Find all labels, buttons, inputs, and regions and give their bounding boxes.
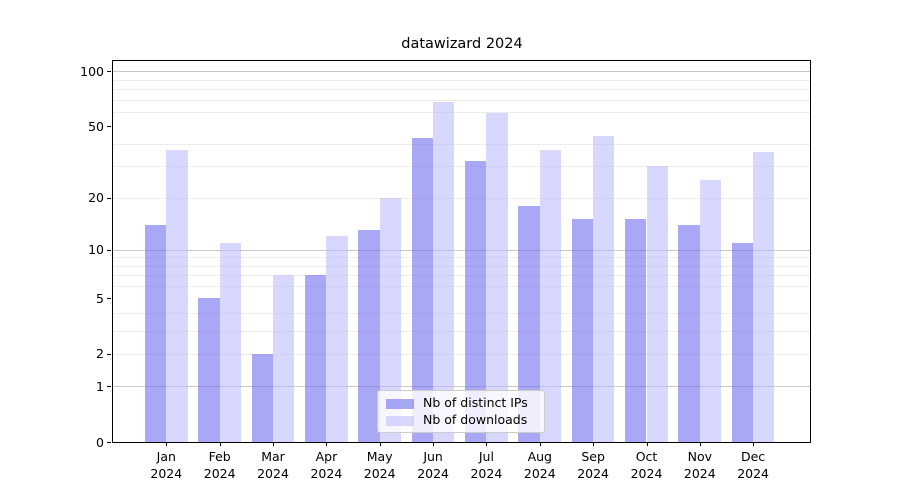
bar-distinct-ips <box>305 275 327 442</box>
x-tick-label: Sep 2024 <box>577 449 609 481</box>
y-tick-label: 10 <box>88 241 104 257</box>
x-tick-label: Aug 2024 <box>523 449 556 481</box>
bar-distinct-ips <box>625 219 647 442</box>
gridline-minor <box>113 79 810 81</box>
legend-entry-distinct-ips: Nb of distinct IPs <box>386 396 536 411</box>
y-tick-mark <box>107 386 111 388</box>
gridline-minor <box>113 143 810 145</box>
gridline-minor <box>113 89 810 91</box>
x-tick-label: Feb 2024 <box>203 449 236 481</box>
gridline-minor <box>113 166 810 168</box>
y-tick-mark <box>107 126 111 128</box>
x-tick-label: Apr 2024 <box>310 449 343 481</box>
y-tick-label: 20 <box>88 189 104 205</box>
y-tick-label: 2 <box>96 346 104 362</box>
y-tick-mark <box>107 249 111 251</box>
x-tick-label: May 2024 <box>363 449 396 481</box>
bar-downloads <box>273 275 295 442</box>
bar-downloads <box>593 136 615 442</box>
gridline-minor <box>113 285 810 287</box>
bar-downloads <box>379 197 402 442</box>
x-tick-mark <box>486 442 488 446</box>
bar-distinct-ips <box>465 161 487 442</box>
y-tick-mark <box>107 298 111 300</box>
y-tick-mark <box>107 442 111 443</box>
bar-downloads <box>699 180 722 442</box>
bar-distinct-ips <box>731 242 754 442</box>
bar-distinct-ips <box>198 298 220 442</box>
gridline-minor <box>113 330 810 332</box>
bar-distinct-ips <box>144 224 167 442</box>
x-tick-label: Jun 2024 <box>417 449 449 481</box>
gridline-major <box>113 71 810 73</box>
gridline-minor <box>113 312 810 314</box>
legend-swatch-downloads <box>386 415 414 426</box>
y-tick-mark <box>107 71 111 73</box>
x-tick-mark <box>593 442 595 446</box>
gridline-minor <box>113 197 810 199</box>
y-tick-label: 1 <box>96 378 104 394</box>
bar-distinct-ips <box>358 230 380 442</box>
gridline-major <box>113 386 810 388</box>
bar-distinct-ips <box>678 224 700 442</box>
legend-swatch-distinct-ips <box>386 398 414 409</box>
gridline-minor <box>113 275 810 276</box>
gridline-minor <box>113 265 810 267</box>
x-tick-mark <box>166 442 168 446</box>
bar-distinct-ips <box>518 205 540 442</box>
gridline-minor <box>113 257 810 259</box>
x-tick-mark <box>273 442 274 446</box>
bar-downloads <box>646 166 668 442</box>
y-tick-label: 0 <box>96 434 104 450</box>
x-tick-mark <box>646 442 648 446</box>
plot-area: 0 1 2 5 10 20 50 100 Jan 2024 Feb 2024 Mar 2024 Apr 20… <box>80 60 811 481</box>
bar-distinct-ips <box>251 353 273 442</box>
bar-downloads <box>539 149 562 442</box>
gridline-minor <box>113 111 810 113</box>
x-tick-label: Jul 2024 <box>470 449 503 481</box>
x-tick-label: Mar 2024 <box>257 449 289 481</box>
gridline-minor <box>113 353 810 355</box>
x-tick-mark <box>433 442 435 446</box>
legend-label-downloads: Nb of downloads <box>423 412 528 428</box>
x-tick-mark <box>699 442 701 446</box>
legend: Nb of distinct IPs Nb of downloads <box>377 390 545 433</box>
x-tick-label: Nov 2024 <box>683 449 716 481</box>
legend-entry-downloads: Nb of downloads <box>386 413 536 428</box>
x-tick-mark <box>753 442 755 446</box>
gridline-minor <box>113 99 810 101</box>
y-tick-label: 100 <box>80 63 104 79</box>
x-tick-mark <box>326 442 328 446</box>
bar-downloads <box>486 113 508 442</box>
bar-downloads <box>326 236 348 442</box>
x-tick-mark <box>219 442 221 446</box>
x-tick-mark <box>379 442 381 446</box>
y-tick-label: 50 <box>88 118 104 134</box>
legend-label-distinct-ips: Nb of distinct IPs <box>423 395 528 411</box>
y-tick-mark <box>107 197 111 199</box>
gridline-major <box>113 249 810 251</box>
bar-downloads <box>166 149 188 442</box>
bar-downloads <box>433 102 455 442</box>
bar-downloads <box>753 152 775 442</box>
x-tick-label: Dec 2024 <box>737 449 769 481</box>
x-tick-label: Oct 2024 <box>630 449 663 481</box>
x-tick-mark <box>539 442 541 446</box>
bar-distinct-ips <box>571 219 594 442</box>
bar-downloads <box>219 242 242 442</box>
x-tick-label: Jan 2024 <box>150 449 183 481</box>
y-tick-label: 5 <box>96 290 104 306</box>
bar-distinct-ips <box>411 138 434 442</box>
chart-title: datawizard 2024 <box>401 36 523 52</box>
y-tick-mark <box>107 353 111 355</box>
